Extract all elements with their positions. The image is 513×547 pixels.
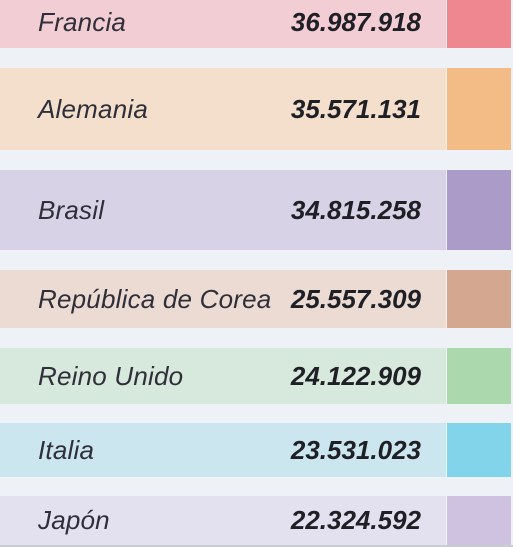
list-item: Italia 23.531.023 (0, 423, 511, 477)
list-item: Brasil 34.815.258 (0, 170, 511, 250)
country-name: Italia (38, 434, 95, 465)
divider (446, 68, 447, 150)
country-value: 22.324.592 (290, 505, 421, 535)
list-item: Alemania 35.571.131 (0, 68, 511, 150)
divider (446, 270, 447, 328)
divider (446, 170, 447, 250)
country-name: Brasil (38, 194, 105, 225)
divider (446, 496, 447, 545)
country-value: 25.557.309 (290, 283, 421, 314)
list-item: Reino Unido 24.122.909 (0, 348, 511, 404)
color-swatch (447, 348, 511, 404)
list-item: Japón 22.324.592 (0, 496, 511, 545)
country-name: Francia (38, 6, 127, 37)
country-value: 24.122.909 (290, 360, 421, 391)
list-item: Francia 36.987.918 (0, 0, 511, 48)
color-swatch (447, 496, 511, 545)
country-value: 23.531.023 (290, 434, 421, 465)
color-swatch (447, 423, 511, 477)
color-swatch (447, 0, 511, 48)
divider (446, 0, 447, 48)
country-value: 36.987.918 (290, 6, 421, 37)
divider (446, 348, 447, 404)
color-swatch (447, 170, 511, 250)
country-value: 35.571.131 (290, 93, 421, 124)
list-item: República de Corea 25.557.309 (0, 270, 511, 328)
country-name: Alemania (38, 93, 148, 124)
color-swatch (447, 68, 511, 150)
country-name: República de Corea (38, 283, 272, 314)
country-name: Reino Unido (38, 360, 184, 391)
divider (446, 423, 447, 477)
bottom-divider (0, 545, 513, 547)
country-name: Japón (38, 505, 110, 535)
color-swatch (447, 270, 511, 328)
country-value: 34.815.258 (290, 194, 421, 225)
